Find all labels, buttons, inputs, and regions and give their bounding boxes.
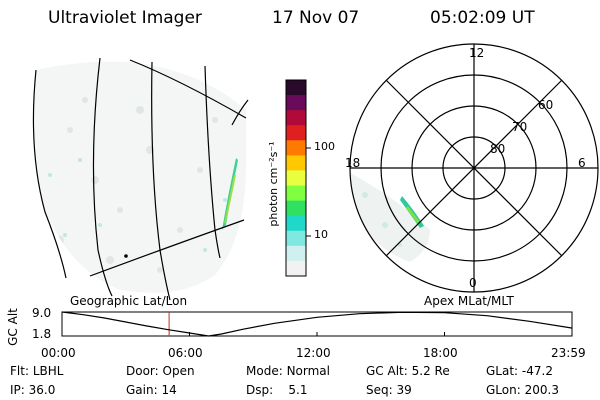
glon-value: 200.3 <box>524 383 559 397</box>
mlt-label-12: 12 <box>469 46 485 60</box>
colorbar-segment <box>286 125 306 141</box>
geo-panel-label: Geographic Lat/Lon <box>70 294 188 308</box>
altitude-series-line <box>61 311 572 337</box>
filter-value: LBHL <box>32 364 64 378</box>
chart-ylabel: GC Alt <box>5 308 20 346</box>
info-glon: GLon: 200.3 <box>486 383 559 397</box>
colorbar-segment <box>286 185 306 202</box>
time-label: 05:02:09 UT <box>430 8 535 28</box>
dsp-value: 5.1 <box>288 383 308 397</box>
colorbar-segment <box>286 155 306 171</box>
colorbar-segment <box>286 95 306 111</box>
colorbar-segment <box>286 245 306 262</box>
info-filter: Flt: LBHL <box>10 364 64 378</box>
info-glat: GLat: -47.2 <box>486 364 553 378</box>
chart-ytick-bottom: 1.8 <box>32 327 52 341</box>
subsatellite-marker <box>124 254 128 258</box>
polar-panel-label: Apex MLat/MLT <box>424 294 514 308</box>
chart-ytick-top: 9.0 <box>32 306 52 320</box>
polar-grid <box>349 43 599 293</box>
info-gain: Gain: 14 <box>126 383 177 397</box>
colorbar-frame <box>285 79 307 277</box>
info-door: Door: Open <box>126 364 195 378</box>
gcalt-value: 5.2 Re <box>411 364 450 378</box>
colorbar-segment <box>286 200 306 217</box>
mlt-label-18: 18 <box>345 156 361 170</box>
mlat-label-70: 70 <box>512 120 528 134</box>
colorbar-ticks <box>306 147 311 237</box>
chart-xtick-4: 23:59 <box>551 346 586 360</box>
instrument-title: Ultraviolet Imager <box>48 8 202 28</box>
mlat-label-60: 60 <box>538 98 554 112</box>
colorbar-segment <box>286 215 306 232</box>
colorbar-segment <box>286 170 306 187</box>
geo-grid-lines <box>32 57 249 301</box>
polar-image-speckle <box>350 170 430 262</box>
info-gcalt: GC Alt: 5.2 Re <box>366 364 450 378</box>
mode-value: Normal <box>286 364 330 378</box>
chart-xtick-0: 00:00 <box>41 346 76 360</box>
colorbar-segment <box>286 80 306 96</box>
colorbar <box>285 79 307 277</box>
glat-value: -47.2 <box>521 364 553 378</box>
info-seq: Seq: 39 <box>366 383 412 397</box>
colorbar-tick-100: 100 <box>314 140 335 153</box>
info-mode: Mode: Normal <box>246 364 330 378</box>
door-value: Open <box>162 364 195 378</box>
gain-value: 14 <box>161 383 177 397</box>
chart-xtick-1: 06:00 <box>168 346 203 360</box>
date-label: 17 Nov 07 <box>272 8 360 28</box>
seq-value: 39 <box>396 383 412 397</box>
info-ip: IP: 36.0 <box>10 383 56 397</box>
info-dsp: Dsp: 5.1 <box>246 383 308 397</box>
chart-xtick-3: 18:00 <box>423 346 458 360</box>
colorbar-segment <box>286 260 306 277</box>
mlt-label-6: 6 <box>578 156 586 170</box>
mlt-label-0: 0 <box>469 276 477 290</box>
colorbar-tick-10: 10 <box>314 228 328 241</box>
altitude-chart <box>61 311 573 337</box>
mlat-label-80: 80 <box>490 142 506 156</box>
ip-value: 36.0 <box>28 383 56 397</box>
chart-xtick-2: 12:00 <box>296 346 331 360</box>
colorbar-segment <box>286 230 306 247</box>
colorbar-unit: photon cm⁻²s⁻¹ <box>267 141 280 227</box>
colorbar-segment <box>286 140 306 156</box>
colorbar-segment <box>286 110 306 126</box>
